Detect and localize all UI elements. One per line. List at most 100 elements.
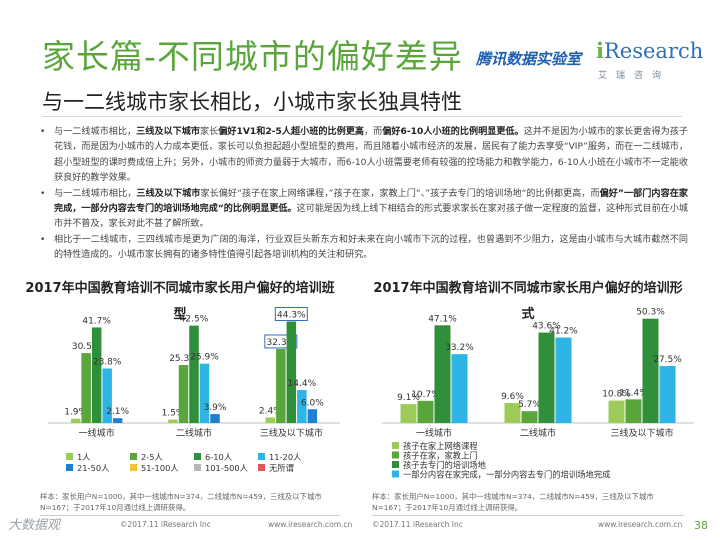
data-label: 41.7% xyxy=(82,316,111,326)
data-label: 42.5% xyxy=(180,315,209,325)
legend1-label: 21-50人 xyxy=(77,463,109,473)
data-label: 3.9% xyxy=(204,403,227,413)
bullet-list: • 与一二线城市相比，三线及以下城市家长偏好1V1和2-5人超小班的比例更高，而偏… xyxy=(36,125,688,264)
data-label: 33.2% xyxy=(445,343,474,353)
bar-4 xyxy=(451,354,468,423)
bar-3 xyxy=(538,332,555,423)
data-label: 11.4% xyxy=(619,388,648,398)
footer-url-left: www.iresearch.com.cn xyxy=(268,520,353,529)
legend1-swatch xyxy=(194,464,201,471)
legend1-label: 11-20人 xyxy=(269,452,301,462)
page-number: 38 xyxy=(694,519,708,532)
bullet-text: 与一二线城市相比，三线及以下城市家长偏好“孩子在家上网络课程，”孩子在家，家教上… xyxy=(54,189,688,230)
subtitle-divider xyxy=(42,116,682,117)
data-label: 50.3% xyxy=(636,308,665,318)
bar-4 xyxy=(102,368,112,423)
data-label: 25.9% xyxy=(190,353,219,363)
bar-1 xyxy=(265,417,276,423)
bar-2 xyxy=(521,411,538,423)
highlight-box xyxy=(274,306,308,321)
bar-4 xyxy=(199,363,210,423)
bar-2 xyxy=(276,348,286,423)
bullet-dot-icon: • xyxy=(40,234,46,245)
bar-2 xyxy=(178,365,189,423)
legend2-label: 一部分内容在家完成，一部分内容去专门的培训场地完成 xyxy=(403,470,610,480)
legend1-label: 2-5人 xyxy=(141,452,163,462)
legend2-swatch xyxy=(392,442,399,449)
bar-3 xyxy=(642,318,659,423)
legend1-swatch xyxy=(258,453,265,460)
legend1-swatch xyxy=(66,453,73,460)
legend1-swatch xyxy=(194,453,201,460)
bar-3 xyxy=(286,321,297,423)
legend2-swatch xyxy=(392,451,399,459)
legend1-label: 51-100人 xyxy=(141,463,179,473)
bullet-run: 家长 xyxy=(200,127,219,137)
footer-divider-right xyxy=(372,515,684,516)
bullet-run: 这并不是因为小城市的家长更舍得为孩子花钱，而是因为小城市的人力成本更低，家长可以… xyxy=(54,127,688,184)
bullet-emphasis: 三线及以下城市 xyxy=(136,188,201,199)
chart2-title: 2017年中国教育培训不同城市家长用户偏好的培训形式 xyxy=(373,281,683,322)
data-label: 41.2% xyxy=(549,327,578,337)
legend1-label: 101-500人 xyxy=(205,463,248,473)
legend2-label: 孩子在家上网络课程 xyxy=(403,441,478,451)
legend1-label: 6-10人 xyxy=(205,452,232,462)
iresearch-logo-subtitle: 艾瑞咨询 xyxy=(598,71,671,81)
data-label: 23.8% xyxy=(93,357,122,367)
bullet-emphasis: 偏好1V1和2-5人超小班的比例更高 xyxy=(218,127,365,137)
footer-divider-left xyxy=(40,515,340,516)
bar-2 xyxy=(417,400,434,423)
chart2-sample-note: 样本：家长用户N=1000，其中一线城市N=374，二线城市N=459，三线及以… xyxy=(372,492,654,512)
data-label: 14.4% xyxy=(288,379,317,389)
data-label: 47.1% xyxy=(428,314,457,324)
bar-3 xyxy=(189,325,199,423)
bullet-run: 家长偏好“孩子在家上网络课程，”孩子在家，家教上门“、”孩子去专门的培训场地“的… xyxy=(200,188,600,199)
chart1-sample-note: 样本：家长用户N=1000，其中一线城市N=374，二线城市N=459，三线及以… xyxy=(40,492,322,512)
x-tick-label: 三线及以下城市 xyxy=(610,427,673,439)
data-label: 44.3% xyxy=(277,310,306,320)
bullet-text: 与一二线城市相比，三线及以下城市家长偏好1V1和2-5人超小班的比例更高，而偏好… xyxy=(54,127,688,183)
bar-1 xyxy=(608,400,625,423)
legend2-label: 孩子去专门的培训场地 xyxy=(403,460,486,470)
footer-copyright-right: ©2017.11 iResearch Inc xyxy=(372,520,463,529)
data-label: 1.5% xyxy=(162,409,185,419)
bullet-run: ，而 xyxy=(364,127,383,137)
data-label: 2.4% xyxy=(259,407,282,417)
legend1-swatch xyxy=(130,453,137,460)
legend1-swatch xyxy=(258,464,265,471)
tencent-data-lab-logo: 腾讯数据实验室 xyxy=(476,50,582,68)
bar-1 xyxy=(504,403,521,423)
bullet-dot-icon: • xyxy=(40,188,46,199)
data-label: 10.7% xyxy=(411,390,440,400)
bar-4 xyxy=(659,365,676,423)
legend1-label: 1人 xyxy=(77,452,91,462)
x-tick-label: 二线城市 xyxy=(176,427,212,439)
bullet-text: 相比于一二线城市，三四线城市是更为广阔的海洋，行业双巨头新东方和好未来在向小城市… xyxy=(54,235,688,260)
bar-1 xyxy=(400,404,417,423)
bar-5 xyxy=(307,409,318,423)
page-title: 家长篇-不同城市的偏好差异 xyxy=(42,37,463,76)
bar-2 xyxy=(625,399,642,423)
data-label: 5.7% xyxy=(518,400,541,410)
bullet-run: 与一二线城市相比， xyxy=(54,127,137,137)
bullet-run: 与一二线城市相比， xyxy=(54,188,137,199)
footer-url-right: www.iresearch.com.cn xyxy=(598,520,683,529)
bar-2 xyxy=(81,353,91,423)
legend1-swatch xyxy=(66,464,73,471)
x-tick-label: 一线城市 xyxy=(79,427,115,439)
page-subtitle: 与一二线城市家长相比，小城市家长独具特性 xyxy=(42,90,462,114)
data-label: 6.0% xyxy=(301,398,324,408)
bar-5 xyxy=(112,418,123,423)
data-label: 43.6% xyxy=(532,322,561,332)
data-label: 30.5% xyxy=(72,342,101,352)
x-tick-label: 一线城市 xyxy=(416,427,452,439)
bullet-item: • 相比于一二线城市，三四线城市是更为广阔的海洋，行业双巨头新东方和好未来在向小城… xyxy=(36,233,688,264)
bullet-emphasis: 偏好”一部门内容在家完成，一部分内容去专门的培训场地完成“的比例明显更低。 xyxy=(54,188,688,215)
legend1-swatch xyxy=(130,464,137,471)
bullet-emphasis: 三线及以下城市 xyxy=(136,127,201,137)
data-label: 27.5% xyxy=(653,355,682,365)
x-tick-label: 二线城市 xyxy=(520,427,556,439)
x-tick-label: 三线及以下城市 xyxy=(260,427,323,439)
bar-3 xyxy=(91,327,102,423)
